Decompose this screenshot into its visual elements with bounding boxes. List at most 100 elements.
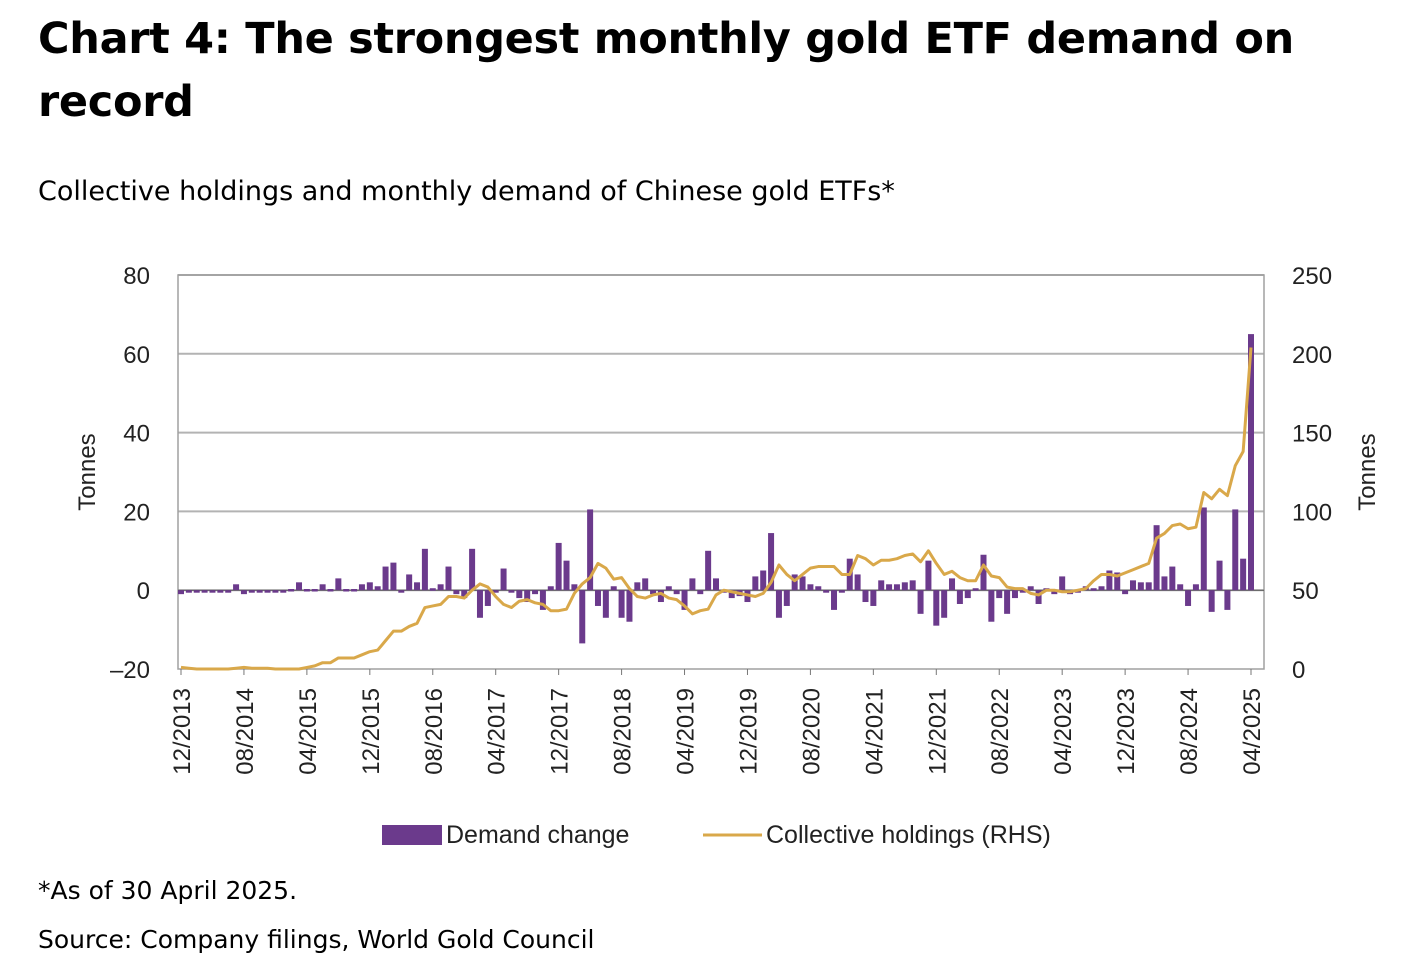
bar-demand-change [1240,558,1247,591]
bar-demand-change [1137,582,1144,591]
y2-tick-label: 150 [1292,421,1332,448]
bar-demand-change [398,590,405,593]
bar-demand-change [626,590,633,622]
bar-demand-change [555,542,562,591]
x-tick-label: 12/2015 [358,688,385,775]
bar-demand-change [1004,590,1011,614]
bar-demand-change [878,580,885,591]
bar-demand-change [681,590,688,610]
x-tick-label: 08/2014 [232,688,259,775]
bar-demand-change [335,578,342,591]
bar-demand-change [516,590,523,599]
bar-demand-change [870,590,877,606]
bar-demand-change [1059,576,1066,591]
bar-demand-change [1192,584,1199,591]
bar-demand-change [650,590,657,595]
bar-demand-change [862,590,869,603]
bar-demand-change [1248,334,1254,591]
y-tick-label: 60 [123,342,150,369]
bar-demand-change [193,590,200,593]
bar-demand-change [697,590,704,595]
x-tick-label: 12/2017 [547,688,574,775]
x-tick-label: 12/2013 [169,688,196,775]
bar-demand-change [272,590,279,593]
bar-demand-change [414,582,421,591]
bar-demand-change [949,578,956,591]
bar-demand-change [374,586,381,591]
bar-demand-change [185,590,192,593]
bar-demand-change [1161,576,1168,591]
bar-demand-change [893,584,900,591]
bar-demand-change [791,574,798,591]
bar-demand-change [280,590,287,593]
y2-tick-label: 0 [1292,657,1305,684]
bar-demand-change [1169,566,1176,591]
x-tick-label: 08/2016 [421,688,448,775]
bar-demand-change [799,576,806,591]
bar-demand-change [579,590,586,644]
bar-demand-change [996,590,1003,599]
x-tick-label: 04/2019 [673,688,700,775]
bar-demand-change [988,590,995,622]
bar-demand-change [1090,588,1097,591]
bar-demand-change [964,590,971,599]
bar-demand-change [838,590,845,593]
bar-demand-change [240,590,247,595]
bar-demand-change [941,590,948,618]
x-tick-label: 08/2024 [1176,688,1203,775]
bar-demand-change [571,584,578,591]
bar-demand-change [437,584,444,591]
bar-demand-change [1177,584,1184,591]
bar-demand-change [1200,507,1207,591]
bar-demand-change [1122,590,1129,595]
bar-demand-change [484,590,491,606]
bar-demand-change [296,582,303,591]
y-tick-label: –20 [110,657,150,684]
legend-label-holdings: Collective holdings (RHS) [766,821,1051,849]
x-tick-label: 04/2017 [484,688,511,775]
bar-demand-change [524,590,531,603]
bar-demand-change [311,589,318,592]
chart-title: Chart 4: The strongest monthly gold ETF … [38,14,1294,127]
bar-demand-change [618,590,625,618]
y2-tick-label: 250 [1292,263,1332,290]
bar-demand-change [547,586,554,591]
bar-demand-change [705,550,712,591]
bar-demand-change [657,590,664,603]
bar-demand-change [602,590,609,618]
bar-demand-change [358,584,365,591]
bar-demand-change [634,582,641,591]
bar-demand-change [351,589,358,592]
x-tick-label: 08/2020 [798,688,825,775]
legend-label-demand: Demand change [446,821,629,849]
bar-demand-change [233,584,240,591]
x-tick-label: 04/2015 [295,688,322,775]
x-tick-label: 04/2025 [1239,688,1266,775]
bar-demand-change [587,509,594,591]
bar-demand-change [453,590,460,595]
bar-demand-change [713,578,719,591]
y-tick-label: 40 [123,421,150,448]
bar-demand-change [760,570,767,591]
bar-demand-change [508,590,515,593]
bar-demand-change [752,576,759,591]
bar-demand-change [972,588,979,591]
bar-demand-change [823,590,830,593]
y2-tick-label: 50 [1292,578,1319,605]
x-tick-label: 12/2021 [924,688,951,775]
bar-demand-change [901,582,908,591]
bar-demand-change [1232,509,1239,591]
legend-swatch-demand [382,825,442,845]
bar-demand-change [1185,590,1192,606]
bar-demand-change [390,562,397,591]
bar-demand-change [1027,586,1034,591]
bar-demand-change [1114,572,1121,591]
x-tick-label: 04/2023 [1050,688,1077,775]
bar-demand-change [807,584,814,591]
bar-demand-change [563,560,570,591]
bar-demand-change [1019,590,1026,593]
bar-demand-change [469,548,476,591]
bar-demand-change [1098,586,1105,591]
y-tick-label: 0 [137,578,150,605]
